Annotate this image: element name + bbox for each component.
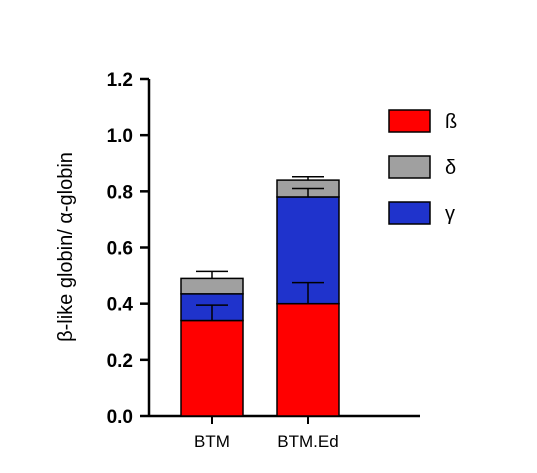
legend-label: ß (445, 111, 457, 133)
legend-swatch (388, 155, 431, 179)
bars (180, 179, 340, 417)
y-ticks: 0.0 0.2 0.4 0.6 0.8 1.0 1.2 (107, 70, 149, 428)
y-tick-label: 0.6 (107, 239, 133, 260)
bar-segment-δ-BTM (180, 277, 244, 295)
bar-segment-ß-BTM.Ed (276, 302, 340, 417)
x-tick-label: BTM (194, 432, 230, 451)
y-tick-label: 0.0 (107, 407, 133, 428)
category-labels: BTM BTM.Ed (194, 416, 339, 451)
x-tick-label: BTM.Ed (277, 432, 338, 451)
legend-swatch (388, 201, 431, 225)
legend: ß δ γ (388, 109, 457, 225)
y-tick-label: 1.2 (107, 70, 133, 91)
bar-segment-ß-BTM (180, 319, 244, 417)
error-bars (196, 175, 324, 321)
legend-label: γ (445, 203, 455, 225)
y-tick-label: 0.8 (107, 182, 133, 203)
y-tick-label: 0.2 (107, 351, 133, 372)
legend-label: δ (445, 157, 456, 179)
y-tick-label: 0.4 (107, 295, 134, 316)
y-axis-title: β-like globin/ α-globin (55, 152, 77, 342)
legend-swatch (388, 109, 431, 133)
y-tick-label: 1.0 (107, 126, 133, 147)
